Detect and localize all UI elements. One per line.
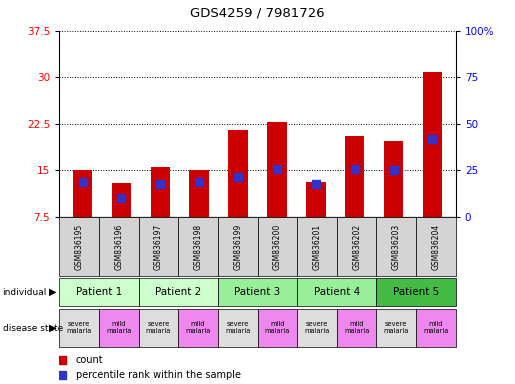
Text: Patient 1: Patient 1 bbox=[76, 286, 122, 296]
Bar bbox=[376, 217, 416, 276]
Text: severe
malaria: severe malaria bbox=[384, 321, 409, 334]
Text: mild
malaria: mild malaria bbox=[344, 321, 369, 334]
Bar bbox=[178, 217, 218, 276]
Bar bbox=[139, 217, 178, 276]
Bar bbox=[376, 278, 456, 306]
Text: mild
malaria: mild malaria bbox=[106, 321, 131, 334]
Bar bbox=[416, 217, 456, 276]
Bar bbox=[423, 72, 442, 217]
Text: GSM836195: GSM836195 bbox=[75, 223, 83, 270]
Bar bbox=[267, 122, 287, 217]
Text: mild
malaria: mild malaria bbox=[265, 321, 290, 334]
Text: GSM836198: GSM836198 bbox=[194, 223, 202, 270]
Text: severe
malaria: severe malaria bbox=[146, 321, 171, 334]
Text: severe
malaria: severe malaria bbox=[304, 321, 330, 334]
Point bbox=[195, 179, 203, 185]
Point bbox=[156, 181, 164, 187]
Point bbox=[78, 179, 87, 185]
Bar bbox=[218, 217, 258, 276]
Bar bbox=[112, 183, 131, 217]
Bar bbox=[297, 309, 337, 347]
Bar bbox=[99, 309, 139, 347]
Bar bbox=[73, 170, 92, 217]
Bar bbox=[384, 141, 403, 217]
Bar bbox=[416, 309, 456, 347]
Bar bbox=[258, 309, 297, 347]
Point bbox=[58, 357, 66, 363]
Bar bbox=[218, 278, 297, 306]
Bar bbox=[337, 217, 376, 276]
Point bbox=[58, 372, 66, 378]
Bar bbox=[337, 309, 376, 347]
Text: disease state: disease state bbox=[3, 324, 63, 333]
Point bbox=[312, 181, 320, 187]
Bar bbox=[376, 309, 416, 347]
Point bbox=[273, 166, 281, 172]
Text: ▶: ▶ bbox=[49, 323, 57, 333]
Text: GSM836200: GSM836200 bbox=[273, 223, 282, 270]
Text: Patient 3: Patient 3 bbox=[234, 286, 281, 296]
Bar bbox=[258, 217, 297, 276]
Text: count: count bbox=[76, 355, 104, 365]
Text: percentile rank within the sample: percentile rank within the sample bbox=[76, 370, 241, 380]
Text: mild
malaria: mild malaria bbox=[423, 321, 449, 334]
Point bbox=[428, 136, 437, 142]
Bar bbox=[190, 170, 209, 217]
Text: ▶: ▶ bbox=[49, 287, 57, 297]
Text: GSM836204: GSM836204 bbox=[432, 223, 440, 270]
Point bbox=[351, 166, 359, 172]
Bar bbox=[59, 309, 99, 347]
Text: mild
malaria: mild malaria bbox=[185, 321, 211, 334]
Bar bbox=[345, 136, 365, 217]
Text: Patient 2: Patient 2 bbox=[155, 286, 201, 296]
Point bbox=[389, 167, 398, 174]
Point bbox=[117, 195, 126, 202]
Bar bbox=[59, 278, 139, 306]
Text: GSM836196: GSM836196 bbox=[114, 223, 123, 270]
Text: GSM836197: GSM836197 bbox=[154, 223, 163, 270]
Bar bbox=[297, 278, 376, 306]
Text: severe
malaria: severe malaria bbox=[66, 321, 92, 334]
Text: Patient 4: Patient 4 bbox=[314, 286, 360, 296]
Text: severe
malaria: severe malaria bbox=[225, 321, 250, 334]
Text: GSM836199: GSM836199 bbox=[233, 223, 242, 270]
Text: GDS4259 / 7981726: GDS4259 / 7981726 bbox=[190, 7, 325, 20]
Point bbox=[234, 174, 242, 180]
Text: GSM836202: GSM836202 bbox=[352, 223, 361, 270]
Bar bbox=[139, 309, 178, 347]
Bar bbox=[178, 309, 218, 347]
Bar bbox=[218, 309, 258, 347]
Bar bbox=[99, 217, 139, 276]
Bar bbox=[297, 217, 337, 276]
Bar bbox=[139, 278, 218, 306]
Bar bbox=[150, 167, 170, 217]
Bar bbox=[306, 182, 325, 217]
Text: individual: individual bbox=[3, 288, 47, 297]
Text: GSM836201: GSM836201 bbox=[313, 223, 321, 270]
Text: Patient 5: Patient 5 bbox=[393, 286, 439, 296]
Bar bbox=[228, 130, 248, 217]
Bar bbox=[59, 217, 99, 276]
Text: GSM836203: GSM836203 bbox=[392, 223, 401, 270]
